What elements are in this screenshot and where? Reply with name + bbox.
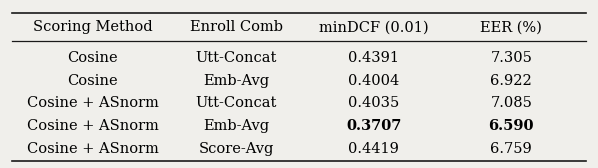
Text: Enroll Comb: Enroll Comb [190, 20, 283, 34]
Text: 0.4391: 0.4391 [348, 51, 399, 65]
Text: 0.4035: 0.4035 [348, 96, 399, 110]
Text: Emb-Avg: Emb-Avg [203, 119, 269, 133]
Text: Cosine + ASnorm: Cosine + ASnorm [27, 142, 158, 156]
Text: Score-Avg: Score-Avg [199, 142, 274, 156]
Text: 6.759: 6.759 [490, 142, 532, 156]
Text: EER (%): EER (%) [480, 20, 542, 34]
Text: 7.305: 7.305 [490, 51, 532, 65]
Text: Scoring Method: Scoring Method [33, 20, 152, 34]
Text: Emb-Avg: Emb-Avg [203, 74, 269, 88]
Text: Cosine + ASnorm: Cosine + ASnorm [27, 119, 158, 133]
Text: 0.3707: 0.3707 [346, 119, 401, 133]
Text: 7.085: 7.085 [490, 96, 532, 110]
Text: 0.4419: 0.4419 [348, 142, 399, 156]
Text: Cosine: Cosine [68, 74, 118, 88]
Text: minDCF (0.01): minDCF (0.01) [319, 20, 429, 34]
Text: 0.4004: 0.4004 [348, 74, 399, 88]
Text: Cosine + ASnorm: Cosine + ASnorm [27, 96, 158, 110]
Text: 6.922: 6.922 [490, 74, 532, 88]
Text: Cosine: Cosine [68, 51, 118, 65]
Text: Utt-Concat: Utt-Concat [196, 51, 277, 65]
Text: Utt-Concat: Utt-Concat [196, 96, 277, 110]
Text: 6.590: 6.590 [489, 119, 534, 133]
